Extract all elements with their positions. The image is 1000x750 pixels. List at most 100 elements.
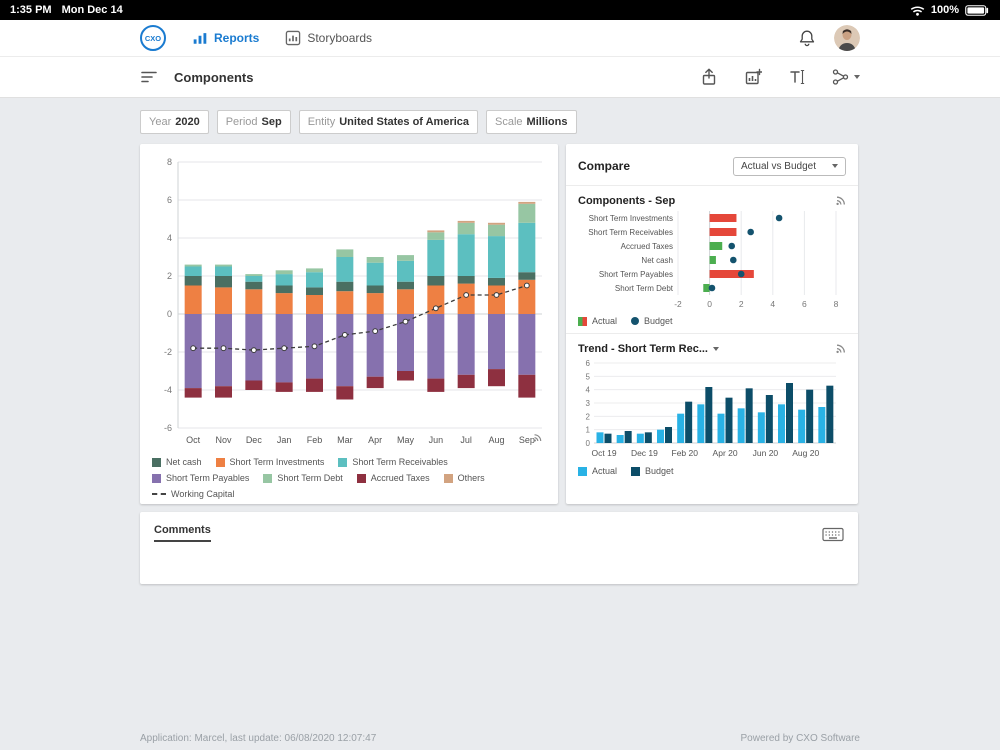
page-title: Components xyxy=(174,69,254,85)
svg-text:May: May xyxy=(397,435,415,445)
report-toolbar: Components xyxy=(0,57,1000,98)
app-header: CXO Reports Storyboards xyxy=(0,20,1000,57)
drill-through-icon[interactable] xyxy=(835,343,846,354)
svg-text:2: 2 xyxy=(739,299,744,309)
legend-item[interactable]: Short Term Payables xyxy=(152,473,249,483)
svg-text:6: 6 xyxy=(802,299,807,309)
svg-text:4: 4 xyxy=(167,233,172,243)
battery-percent: 100% xyxy=(930,4,959,16)
svg-text:1: 1 xyxy=(586,426,591,435)
components-chart-card: 8 6 4 2 0 -2 -4 -6 Oct Nov Dec Jan Feb Mar Apr May Jun Ju… xyxy=(140,144,558,504)
compare-mode-value: Actual vs Budget xyxy=(740,160,816,172)
bar-chart-icon xyxy=(192,30,208,46)
trend-bar-chart: 0 1 2 3 4 5 6 Oct 19 Dec 19 Feb 20 Apr 20 Jun 20 Aug… xyxy=(578,359,846,461)
compare-panel: Compare Actual vs Budget Components - Se… xyxy=(566,144,858,504)
wifi-icon xyxy=(910,5,925,16)
trend-chart-legend: Actual Budget xyxy=(578,466,846,476)
legend-item[interactable]: Others xyxy=(443,473,485,483)
filter-chip[interactable]: Period Sep xyxy=(216,110,291,134)
svg-text:Short Term Payables: Short Term Payables xyxy=(599,270,673,279)
svg-text:Oct: Oct xyxy=(186,435,201,445)
svg-text:Jan: Jan xyxy=(277,435,292,445)
svg-text:Feb: Feb xyxy=(307,435,323,445)
tab-storyboards[interactable]: Storyboards xyxy=(285,30,372,46)
svg-text:0: 0 xyxy=(707,299,712,309)
workflow-options-icon[interactable] xyxy=(832,68,860,86)
legend-item[interactable]: Actual xyxy=(578,316,617,326)
tab-reports-label: Reports xyxy=(214,31,260,45)
notifications-bell-icon[interactable] xyxy=(798,29,816,47)
svg-text:Sep: Sep xyxy=(519,435,535,445)
svg-text:4: 4 xyxy=(770,299,775,309)
battery-icon xyxy=(965,4,990,16)
svg-text:Jun 20: Jun 20 xyxy=(753,448,779,458)
comments-card: Comments xyxy=(140,512,858,584)
chevron-down-icon xyxy=(832,164,838,168)
legend-item[interactable]: Short Term Receivables xyxy=(338,457,448,467)
components-chart-legend: Net cash Short Term Investments Short Term… xyxy=(152,457,546,499)
legend-item[interactable]: Short Term Debt xyxy=(263,473,343,483)
svg-text:0: 0 xyxy=(167,309,172,319)
svg-text:2: 2 xyxy=(586,412,591,421)
svg-text:-6: -6 xyxy=(164,423,172,433)
legend-item[interactable]: Budget xyxy=(631,316,673,326)
add-chart-icon[interactable] xyxy=(744,68,762,86)
legend-item[interactable]: Net cash xyxy=(152,457,202,467)
components-stacked-chart: 8 6 4 2 0 -2 -4 -6 Oct Nov Dec Jan Feb Mar Apr May Jun Ju… xyxy=(152,154,546,452)
keyboard-icon[interactable] xyxy=(822,524,844,544)
filter-bar: Year 2020 Period Sep Entity United States of … xyxy=(140,110,860,134)
svg-text:Aug 20: Aug 20 xyxy=(792,448,819,458)
svg-text:Net cash: Net cash xyxy=(641,256,673,265)
legend-item[interactable]: Actual xyxy=(578,466,617,476)
export-share-icon[interactable] xyxy=(700,68,718,86)
svg-text:6: 6 xyxy=(167,195,172,205)
trend-chart-title-label: Trend - Short Term Rec... xyxy=(578,342,708,355)
legend-item[interactable]: Budget xyxy=(631,466,674,476)
tab-reports[interactable]: Reports xyxy=(192,30,259,46)
svg-text:Oct 19: Oct 19 xyxy=(592,448,617,458)
text-annotation-icon[interactable] xyxy=(788,68,806,86)
filter-chip[interactable]: Entity United States of America xyxy=(298,110,479,134)
cxo-logo[interactable]: CXO xyxy=(140,25,166,51)
comments-tab[interactable]: Comments xyxy=(154,524,211,542)
status-time: 1:35 PM xyxy=(10,4,52,16)
legend-item[interactable]: Working Capital xyxy=(152,489,234,499)
footer-app-info: Application: Marcel, last update: 06/08/… xyxy=(140,733,377,744)
svg-text:-2: -2 xyxy=(164,347,172,357)
svg-text:Accrued Taxes: Accrued Taxes xyxy=(621,242,673,251)
svg-text:Dec: Dec xyxy=(246,435,263,445)
user-avatar[interactable] xyxy=(834,25,860,51)
trend-chart-title[interactable]: Trend - Short Term Rec... xyxy=(578,343,719,355)
svg-text:Aug: Aug xyxy=(488,435,504,445)
svg-text:5: 5 xyxy=(586,372,591,381)
svg-text:8: 8 xyxy=(834,299,839,309)
compare-mode-select[interactable]: Actual vs Budget xyxy=(732,156,846,176)
svg-text:6: 6 xyxy=(586,359,591,368)
svg-text:2: 2 xyxy=(167,271,172,281)
compare-chart-legend: Actual Budget xyxy=(578,316,846,326)
filter-chip[interactable]: Year 2020 xyxy=(140,110,209,134)
svg-text:-4: -4 xyxy=(164,385,172,395)
svg-text:Dec 19: Dec 19 xyxy=(631,448,658,458)
svg-text:Short Term Investments: Short Term Investments xyxy=(589,214,673,223)
svg-text:8: 8 xyxy=(167,157,172,167)
svg-text:4: 4 xyxy=(586,386,591,395)
status-bar: 1:35 PM Mon Dec 14 100% xyxy=(0,0,1000,20)
drill-through-icon[interactable] xyxy=(835,195,846,206)
footer: Application: Marcel, last update: 06/08/… xyxy=(0,733,1000,744)
legend-item[interactable]: Accrued Taxes xyxy=(356,473,430,483)
svg-text:Apr: Apr xyxy=(368,435,382,445)
storyboard-icon xyxy=(285,30,301,46)
svg-text:-2: -2 xyxy=(674,299,682,309)
svg-text:Jul: Jul xyxy=(460,435,472,445)
svg-text:Short Term Receivables: Short Term Receivables xyxy=(588,228,673,237)
menu-sort-icon[interactable] xyxy=(140,68,158,86)
status-date: Mon Dec 14 xyxy=(61,4,123,16)
legend-item[interactable]: Short Term Investments xyxy=(215,457,324,467)
report-content: Year 2020 Period Sep Entity United States of … xyxy=(0,98,1000,584)
compare-hbar-chart: -2 0 2 4 6 8 Short Term Investments Short Term … xyxy=(578,211,846,311)
compare-chart-title: Components - Sep xyxy=(578,194,676,207)
cxo-logo-text: CXO xyxy=(144,33,162,43)
svg-text:0: 0 xyxy=(586,439,591,448)
filter-chip[interactable]: Scale Millions xyxy=(486,110,577,134)
